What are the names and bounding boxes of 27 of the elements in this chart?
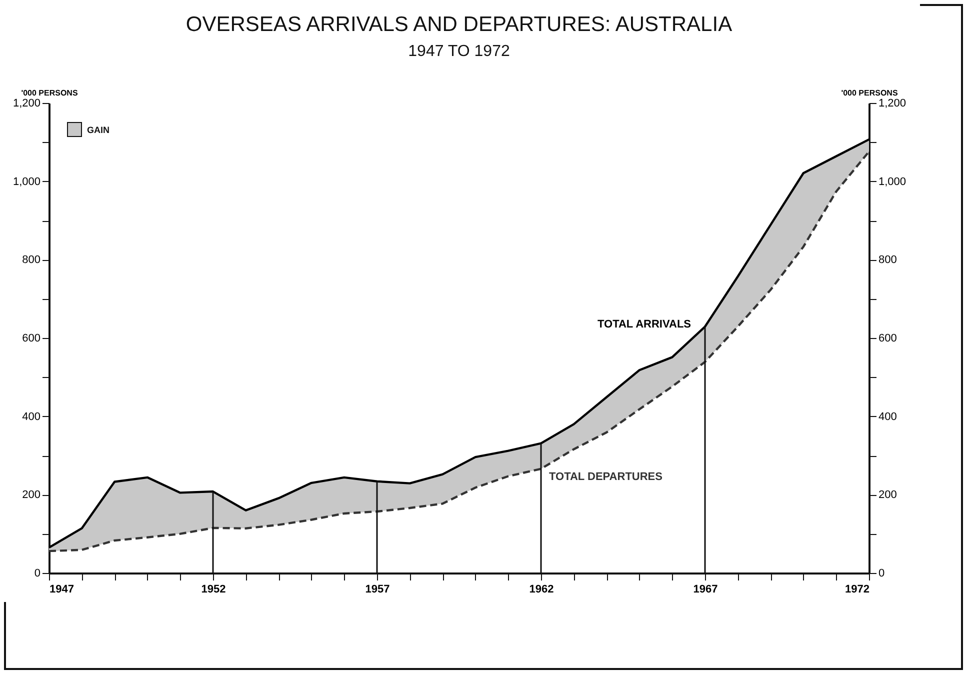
x-tick-label: 1947 [50,584,74,596]
y2-tick-label: 1,200 [878,98,906,110]
x-tick-label: 1957 [365,584,390,596]
x-tick-label: 1967 [693,584,718,596]
y-axis-title: '000 PERSONS [21,88,78,98]
y2-tick-label: 200 [878,489,897,502]
y-tick-label: 200 [22,489,40,502]
annotation: GAIN [87,125,110,135]
y-tick-label: 0 [34,568,40,580]
x-tick-label: 1952 [201,584,226,596]
y2-tick-label: 800 [878,254,897,266]
y2-axis-title: '000 PERSONS [841,88,898,98]
x-tick-label: 1972 [845,584,870,596]
y2-tick-label: 1,000 [878,176,906,188]
y-tick-label: 1,200 [12,98,40,110]
series-label: TOTAL ARRIVALS [598,318,691,331]
chart-title: OVERSEAS ARRIVALS AND DEPARTURES: AUSTRALIA [186,13,732,36]
y-tick-label: 800 [22,254,40,266]
y-tick-label: 400 [22,410,40,423]
y2-tick-label: 0 [878,568,885,580]
series-label: TOTAL DEPARTURES [549,470,662,483]
y-tick-label: 600 [22,332,40,344]
y2-tick-label: 600 [878,332,897,344]
y-tick-label: 1,000 [12,176,40,188]
chart-subtitle: 1947 TO 1972 [408,43,510,60]
y2-tick-label: 400 [878,410,897,423]
x-tick-label: 1962 [529,584,554,596]
